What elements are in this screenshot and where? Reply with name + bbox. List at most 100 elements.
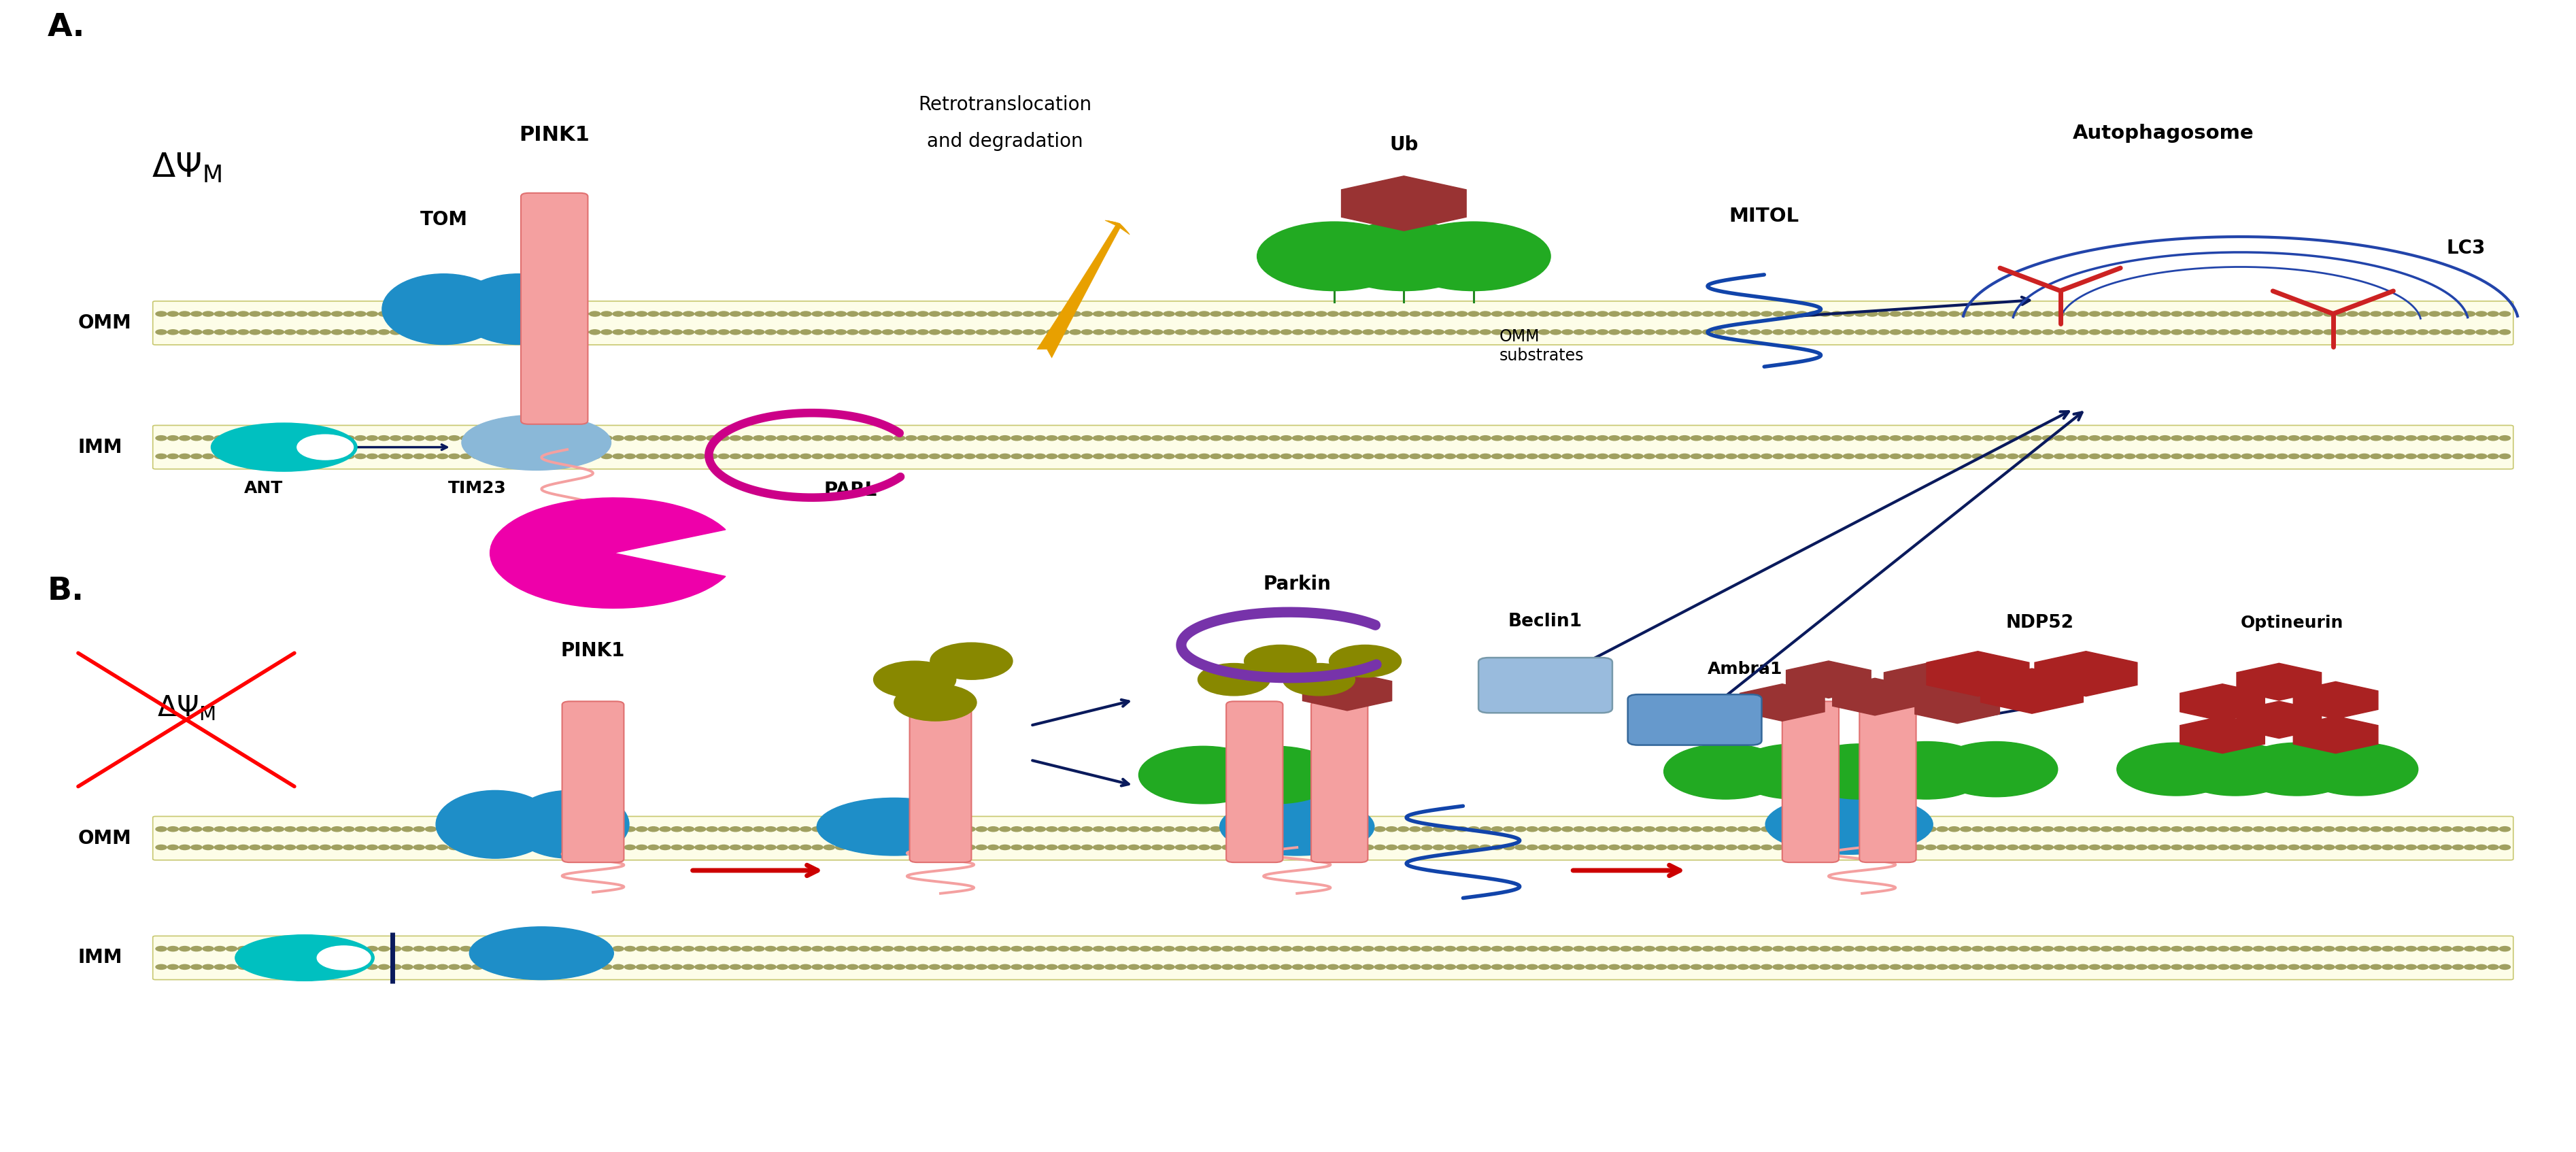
Ellipse shape (1188, 964, 1198, 970)
Ellipse shape (2159, 435, 2172, 441)
Ellipse shape (1574, 964, 1584, 970)
Ellipse shape (343, 454, 355, 460)
Ellipse shape (904, 329, 917, 335)
Ellipse shape (1316, 946, 1327, 952)
Ellipse shape (167, 946, 178, 952)
Ellipse shape (1092, 311, 1105, 317)
Circle shape (1935, 742, 2058, 797)
Ellipse shape (742, 826, 752, 832)
Ellipse shape (167, 435, 178, 441)
Ellipse shape (564, 329, 577, 335)
Ellipse shape (343, 329, 355, 335)
Ellipse shape (1971, 454, 1984, 460)
Ellipse shape (366, 826, 379, 832)
Ellipse shape (1010, 435, 1023, 441)
Ellipse shape (1396, 329, 1409, 335)
Ellipse shape (343, 311, 355, 317)
Ellipse shape (1878, 826, 1891, 832)
Ellipse shape (1759, 844, 1772, 850)
Ellipse shape (1479, 946, 1492, 952)
Ellipse shape (683, 946, 696, 952)
Polygon shape (1927, 651, 2030, 696)
Ellipse shape (623, 946, 636, 952)
Ellipse shape (2172, 454, 2182, 460)
Ellipse shape (2300, 435, 2311, 441)
Ellipse shape (1023, 826, 1036, 832)
Ellipse shape (564, 964, 577, 970)
Ellipse shape (2264, 964, 2277, 970)
Ellipse shape (495, 329, 507, 335)
Ellipse shape (2195, 844, 2205, 850)
Ellipse shape (507, 946, 518, 952)
Ellipse shape (1795, 826, 1808, 832)
Ellipse shape (554, 826, 567, 832)
Ellipse shape (1468, 946, 1479, 952)
Ellipse shape (273, 435, 283, 441)
Polygon shape (2236, 664, 2321, 700)
Ellipse shape (2406, 964, 2416, 970)
Ellipse shape (319, 844, 332, 850)
Ellipse shape (2172, 329, 2182, 335)
Ellipse shape (495, 946, 507, 952)
Ellipse shape (2357, 435, 2370, 441)
Ellipse shape (448, 844, 461, 850)
Ellipse shape (2172, 826, 2182, 832)
Ellipse shape (273, 311, 283, 317)
Ellipse shape (2148, 844, 2159, 850)
Text: PINK1: PINK1 (518, 124, 590, 145)
Ellipse shape (510, 790, 629, 858)
Ellipse shape (381, 274, 505, 344)
Ellipse shape (2463, 454, 2476, 460)
Ellipse shape (904, 826, 917, 832)
Ellipse shape (2089, 964, 2102, 970)
Ellipse shape (696, 844, 706, 850)
Ellipse shape (389, 844, 402, 850)
Ellipse shape (2463, 826, 2476, 832)
Ellipse shape (1656, 826, 1667, 832)
Ellipse shape (1267, 844, 1280, 850)
Ellipse shape (1221, 826, 1234, 832)
Ellipse shape (2406, 435, 2416, 441)
Ellipse shape (2383, 311, 2393, 317)
Ellipse shape (1759, 454, 1772, 460)
Ellipse shape (1914, 844, 1924, 850)
Ellipse shape (2205, 311, 2218, 317)
Ellipse shape (788, 964, 801, 970)
Ellipse shape (201, 964, 214, 970)
Ellipse shape (2463, 964, 2476, 970)
Ellipse shape (1888, 311, 1901, 317)
Ellipse shape (1445, 454, 1455, 460)
Ellipse shape (2066, 329, 2076, 335)
Ellipse shape (752, 946, 765, 952)
Ellipse shape (871, 826, 881, 832)
Ellipse shape (2486, 844, 2499, 850)
Ellipse shape (729, 964, 742, 970)
Ellipse shape (2053, 946, 2066, 952)
Ellipse shape (1832, 311, 1842, 317)
Ellipse shape (1234, 964, 1244, 970)
Ellipse shape (307, 329, 319, 335)
Ellipse shape (2452, 826, 2465, 832)
Ellipse shape (2429, 435, 2439, 441)
Ellipse shape (1386, 311, 1399, 317)
Ellipse shape (2476, 435, 2488, 441)
Ellipse shape (1432, 311, 1445, 317)
Ellipse shape (355, 329, 366, 335)
Ellipse shape (647, 964, 659, 970)
Ellipse shape (1010, 454, 1023, 460)
Ellipse shape (1445, 329, 1455, 335)
Ellipse shape (1914, 826, 1924, 832)
Ellipse shape (742, 435, 752, 441)
Ellipse shape (871, 964, 881, 970)
Ellipse shape (1479, 964, 1492, 970)
Ellipse shape (647, 454, 659, 460)
Ellipse shape (1749, 826, 1762, 832)
Ellipse shape (2476, 946, 2488, 952)
Ellipse shape (824, 946, 835, 952)
Ellipse shape (1808, 435, 1819, 441)
Ellipse shape (613, 964, 623, 970)
Ellipse shape (1713, 311, 1726, 317)
Ellipse shape (366, 311, 379, 317)
Ellipse shape (1092, 454, 1105, 460)
Ellipse shape (1211, 946, 1221, 952)
